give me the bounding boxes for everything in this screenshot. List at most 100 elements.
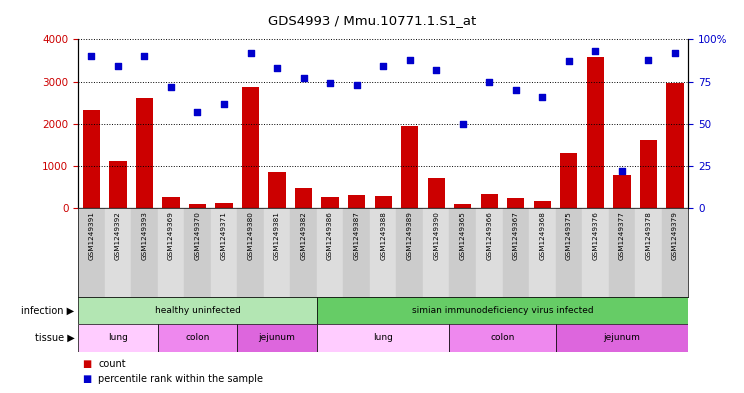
Point	[404, 57, 416, 63]
Text: lung: lung	[108, 334, 128, 342]
Bar	[162, 197, 179, 208]
Bar	[105, 208, 131, 297]
Point	[510, 87, 522, 93]
Text: ■: ■	[82, 358, 91, 369]
Bar	[529, 208, 556, 297]
Text: GSM1249386: GSM1249386	[327, 211, 333, 260]
Bar	[449, 208, 476, 297]
Text: GSM1249368: GSM1249368	[539, 211, 545, 260]
Bar	[454, 204, 472, 208]
Text: GSM1249382: GSM1249382	[301, 211, 307, 260]
Bar	[78, 208, 105, 297]
Text: GSM1249381: GSM1249381	[274, 211, 280, 260]
Text: GSM1249371: GSM1249371	[221, 211, 227, 260]
Text: jejunum: jejunum	[259, 334, 295, 342]
Point	[536, 94, 548, 100]
Bar	[609, 208, 635, 297]
Point	[298, 75, 310, 81]
Bar	[242, 86, 259, 208]
Point	[589, 48, 601, 54]
Bar	[401, 126, 418, 208]
Bar	[661, 208, 688, 297]
Bar	[481, 195, 498, 208]
Bar	[321, 197, 339, 208]
Bar	[295, 187, 312, 208]
Text: GSM1249392: GSM1249392	[115, 211, 121, 260]
Text: GSM1249377: GSM1249377	[619, 211, 625, 260]
Text: GSM1249390: GSM1249390	[433, 211, 439, 260]
Bar	[189, 204, 206, 208]
Point	[218, 100, 230, 107]
Text: GSM1249365: GSM1249365	[460, 211, 466, 260]
Bar	[613, 175, 630, 208]
Text: lung: lung	[373, 334, 393, 342]
Bar	[374, 196, 392, 208]
Bar	[635, 208, 661, 297]
Bar	[158, 324, 237, 352]
Bar	[78, 297, 317, 324]
Text: GSM1249367: GSM1249367	[513, 211, 519, 260]
Bar	[317, 324, 449, 352]
Bar	[78, 324, 158, 352]
Bar	[556, 324, 688, 352]
Text: percentile rank within the sample: percentile rank within the sample	[98, 374, 263, 384]
Bar	[83, 110, 100, 208]
Point	[271, 65, 283, 71]
Text: GSM1249389: GSM1249389	[407, 211, 413, 260]
Bar	[397, 208, 423, 297]
Bar	[237, 324, 317, 352]
Point	[350, 82, 362, 88]
Bar	[507, 198, 525, 208]
Bar	[317, 208, 344, 297]
Point	[616, 168, 628, 174]
Point	[191, 109, 203, 115]
Point	[324, 80, 336, 86]
Bar	[216, 203, 233, 208]
Text: GSM1249391: GSM1249391	[89, 211, 94, 260]
Text: GSM1249387: GSM1249387	[353, 211, 359, 260]
Bar	[109, 161, 126, 208]
Bar	[131, 208, 158, 297]
Bar	[533, 201, 551, 208]
Point	[112, 63, 124, 70]
Point	[86, 53, 97, 59]
Text: colon: colon	[185, 334, 210, 342]
Point	[430, 66, 442, 73]
Text: GSM1249379: GSM1249379	[672, 211, 678, 260]
Text: GSM1249366: GSM1249366	[487, 211, 493, 260]
Text: GSM1249375: GSM1249375	[566, 211, 572, 260]
Text: count: count	[98, 358, 126, 369]
Bar	[423, 208, 449, 297]
Bar	[136, 97, 153, 208]
Bar	[582, 208, 609, 297]
Bar	[502, 208, 529, 297]
Bar	[237, 208, 264, 297]
Text: colon: colon	[490, 334, 515, 342]
Bar	[428, 178, 445, 208]
Text: GSM1249376: GSM1249376	[592, 211, 598, 260]
Text: tissue ▶: tissue ▶	[35, 333, 74, 343]
Bar	[667, 83, 684, 208]
Point	[138, 53, 150, 59]
Point	[245, 50, 257, 56]
Bar	[476, 208, 502, 297]
Bar	[158, 208, 185, 297]
Bar	[290, 208, 317, 297]
Text: GDS4993 / Mmu.10771.1.S1_at: GDS4993 / Mmu.10771.1.S1_at	[268, 14, 476, 27]
Text: healthy uninfected: healthy uninfected	[155, 306, 240, 315]
Point	[457, 121, 469, 127]
Point	[669, 50, 681, 56]
Text: GSM1249393: GSM1249393	[141, 211, 147, 260]
Bar	[348, 195, 365, 208]
Text: GSM1249370: GSM1249370	[194, 211, 200, 260]
Text: infection ▶: infection ▶	[22, 305, 74, 316]
Bar	[587, 57, 604, 208]
Point	[484, 79, 496, 85]
Bar	[264, 208, 290, 297]
Bar	[560, 153, 577, 208]
Bar	[185, 208, 211, 297]
Text: jejunum: jejunum	[603, 334, 641, 342]
Text: GSM1249380: GSM1249380	[248, 211, 254, 260]
Bar	[370, 208, 397, 297]
Text: ■: ■	[82, 374, 91, 384]
